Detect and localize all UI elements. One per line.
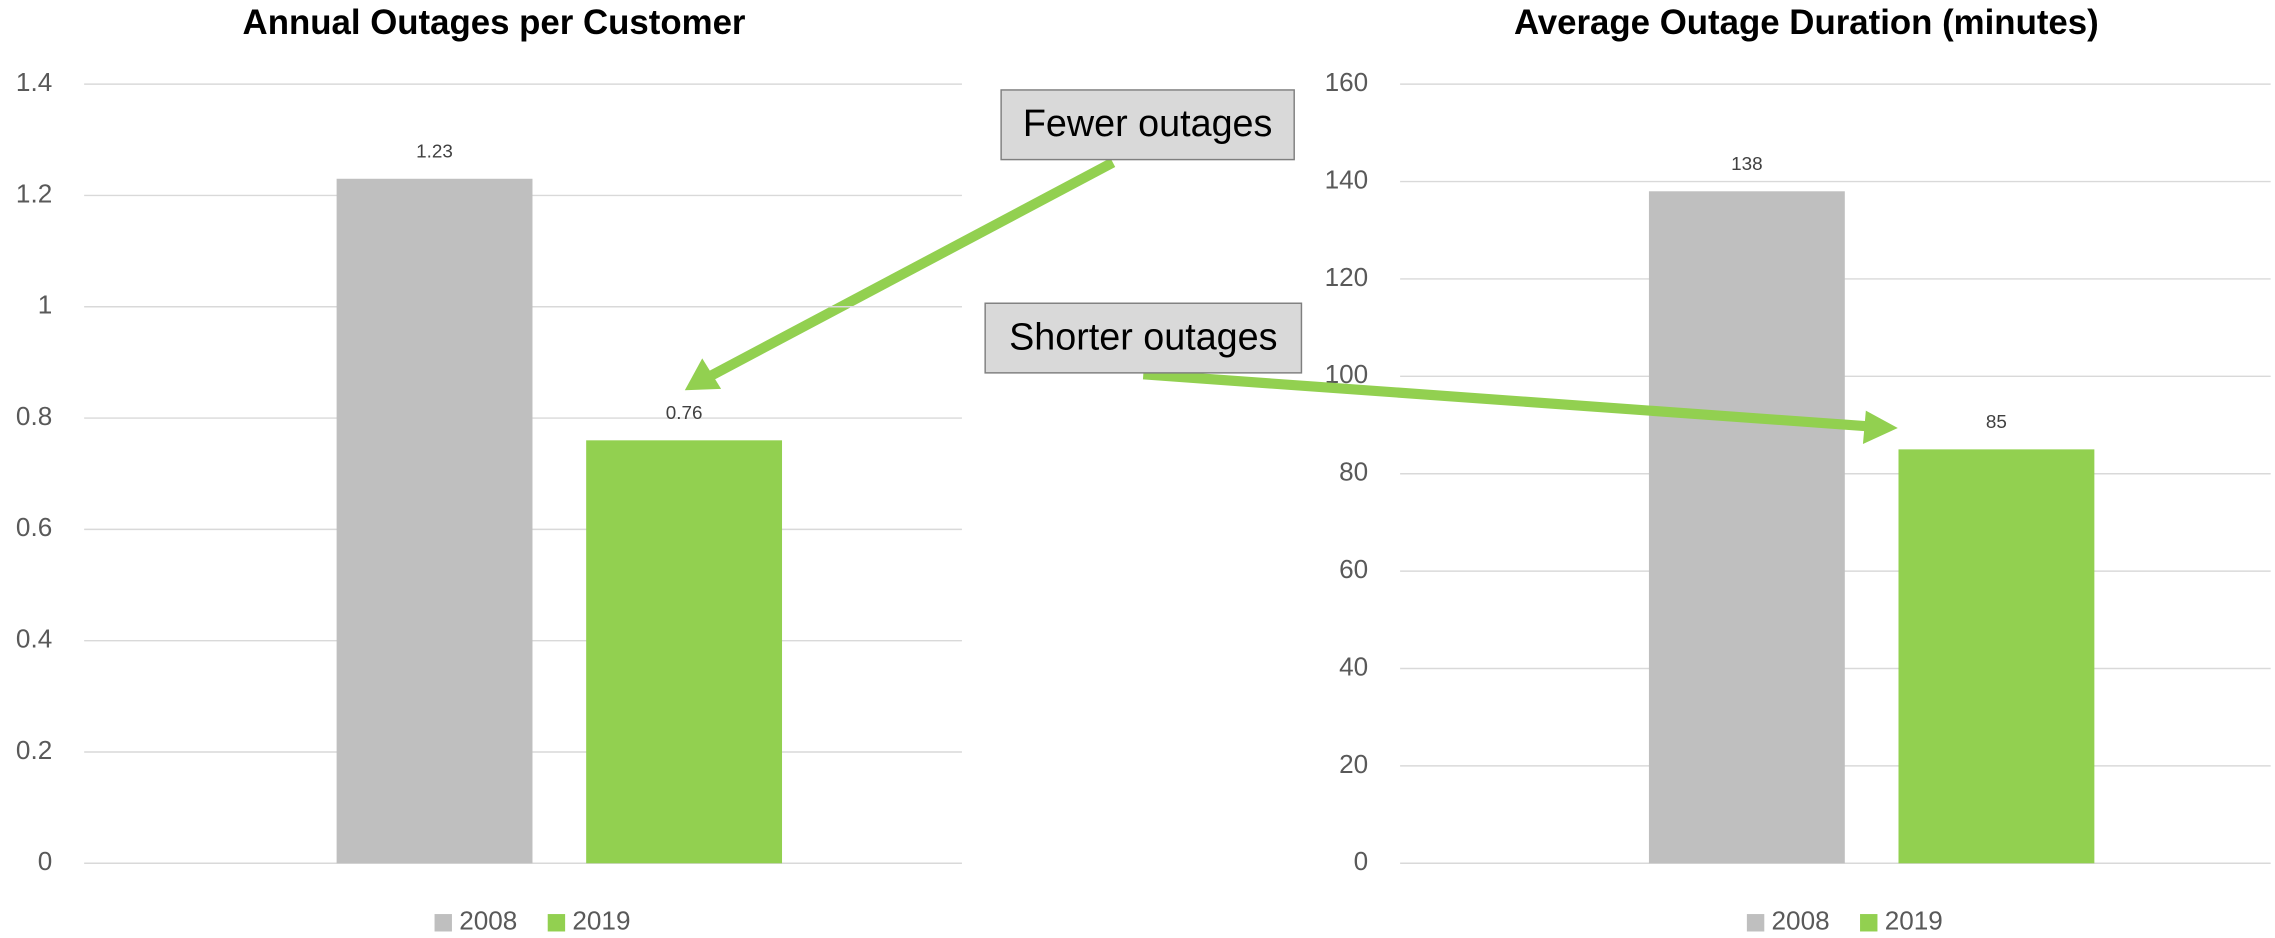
data-label: 85 [1986, 411, 2007, 432]
legend-label: 2019 [572, 906, 630, 936]
y-tick-label: 120 [1325, 262, 1369, 292]
data-label: 0.76 [666, 402, 703, 423]
y-tick-label: 0.8 [16, 401, 52, 431]
annotation-shorter: Shorter outages [984, 302, 1303, 374]
bar [1648, 191, 1845, 864]
legend-swatch [1746, 914, 1765, 932]
y-tick-label: 0.2 [16, 735, 52, 765]
y-tick-label: 1.2 [16, 178, 52, 208]
y-tick-label: 140 [1325, 164, 1369, 194]
y-tick-label: 0.4 [16, 624, 52, 654]
chart: Average Outage Duration (minutes) 0 20 40 60… [1325, 3, 2271, 936]
annotation-fewer: Fewer outages [684, 89, 1295, 391]
y-tick-label: 160 [1325, 67, 1369, 97]
annotation-box [1000, 89, 1295, 161]
y-tick-label: 0.6 [16, 512, 52, 542]
data-label: 1.23 [416, 141, 453, 162]
bar [586, 440, 783, 864]
annotation-arrow [1142, 369, 1898, 444]
y-tick-label: 0 [38, 846, 53, 876]
legend-label: 2008 [1772, 906, 1830, 936]
arrow [708, 158, 1116, 381]
chart-title: Average Outage Duration (minutes) [1514, 3, 2099, 42]
arrow [1142, 369, 1873, 432]
legend-label: 2008 [459, 906, 517, 936]
y-tick-label: 0 [1354, 846, 1369, 876]
y-tick-label: 40 [1339, 651, 1368, 681]
bar [336, 178, 533, 864]
legend-swatch [1860, 914, 1878, 932]
bar [1898, 449, 2095, 864]
legend-label: 2019 [1885, 906, 1943, 936]
legend-swatch [434, 914, 452, 932]
chart-title: Annual Outages per Customer [243, 3, 746, 42]
data-label: 138 [1731, 153, 1762, 174]
annotation-text: Fewer outages [1023, 102, 1273, 144]
y-tick-label: 60 [1339, 554, 1368, 584]
annotation-text: Shorter outages [1009, 315, 1277, 357]
y-tick-label: 1.4 [16, 67, 52, 97]
annotation-box [984, 302, 1303, 374]
arrow-head [1862, 410, 1898, 444]
y-tick-label: 20 [1339, 749, 1368, 779]
legend-swatch [547, 914, 566, 932]
y-tick-label: 80 [1339, 457, 1368, 487]
y-tick-label: 1 [38, 290, 53, 320]
chart: Annual Outages per Customer 0 0.2 0.4 0.6 0.8… [16, 3, 962, 936]
arrow-head [684, 358, 722, 391]
